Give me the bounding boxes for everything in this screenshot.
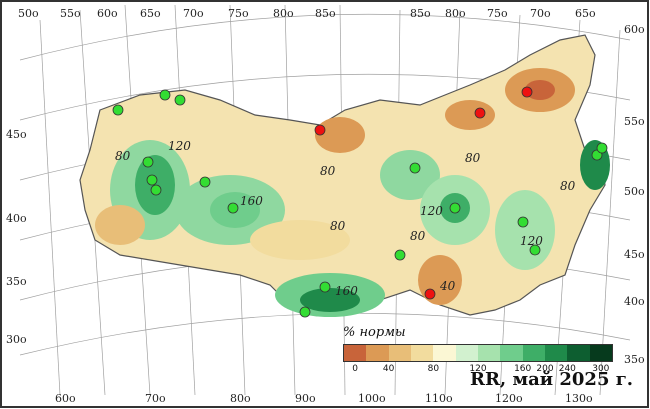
legend-swatch	[344, 345, 367, 361]
station-marker	[529, 244, 541, 256]
legend-tick-label: 0	[352, 364, 359, 374]
iso-label: 120	[420, 204, 443, 218]
isoline-labels: 80 120 160 80 80 120 80 160 80 40 120 80	[115, 139, 576, 298]
station-marker	[409, 162, 421, 174]
station-marker	[142, 156, 154, 168]
iso-label: 80	[115, 149, 131, 163]
lon-label: 85o	[410, 7, 431, 20]
lat-label: 40o	[6, 212, 27, 225]
legend-swatch	[544, 345, 568, 361]
lon-label: 120o	[495, 392, 523, 405]
iso-label: 160	[240, 194, 263, 208]
station-marker	[319, 281, 331, 293]
iso-label: 160	[335, 284, 358, 298]
station-marker	[517, 216, 529, 228]
latitude-labels-right: 60o 55o 50o 45o 40o 35o	[624, 23, 645, 366]
lat-label: 55o	[624, 115, 645, 128]
legend-tick-label: 80	[427, 364, 440, 374]
precipitation-fields	[95, 68, 610, 317]
station-marker	[159, 89, 171, 101]
lon-label: 70o	[183, 7, 204, 20]
lon-label: 100o	[358, 392, 386, 405]
stations	[112, 86, 608, 318]
legend-tick-label: 160	[514, 364, 532, 374]
iso-label: 120	[520, 234, 543, 248]
station-marker	[199, 176, 211, 188]
legend-tick-label: 40	[382, 364, 395, 374]
lon-label: 65o	[140, 7, 161, 20]
legend-colorbar	[343, 344, 613, 362]
iso-label: 80	[320, 164, 336, 178]
lon-label: 75o	[487, 7, 508, 20]
lon-label: 75o	[228, 7, 249, 20]
lon-label: 55o	[60, 7, 81, 20]
station-marker-red	[424, 288, 436, 300]
station-marker	[596, 142, 608, 154]
lon-label: 130o	[565, 392, 593, 405]
legend-swatch	[388, 345, 411, 361]
iso-label: 80	[330, 219, 346, 233]
legend-swatch	[589, 345, 612, 361]
lon-label: 80o	[273, 7, 294, 20]
lon-label: 60o	[97, 7, 118, 20]
lon-label: 90o	[295, 392, 316, 405]
legend-swatch	[500, 345, 523, 361]
lon-label: 65o	[575, 7, 596, 20]
map-caption: RR, май 2025 г.	[470, 369, 634, 390]
longitude-labels-bottom: 60o 70o 80o 90o 100o 110o 120o 130o	[55, 392, 593, 405]
legend-swatch	[366, 345, 389, 361]
iso-label: 80	[560, 179, 576, 193]
station-marker	[146, 174, 158, 186]
lat-label: 40o	[624, 295, 645, 308]
legend-swatch	[433, 345, 456, 361]
legend-swatch	[455, 345, 478, 361]
station-marker	[112, 104, 124, 116]
legend-title: % нормы	[343, 325, 406, 340]
lon-label: 85o	[315, 7, 336, 20]
legend-swatch	[410, 345, 434, 361]
lat-label: 45o	[6, 128, 27, 141]
station-marker	[150, 184, 162, 196]
legend-tick-label: 200	[536, 364, 554, 374]
iso-label: 40	[439, 279, 456, 293]
lon-label: 70o	[145, 392, 166, 405]
station-marker	[174, 94, 186, 106]
legend-swatch	[567, 345, 590, 361]
iso-label: 80	[410, 229, 426, 243]
legend-tick-label: 240	[558, 364, 576, 374]
station-marker	[227, 202, 239, 214]
station-marker-red	[474, 107, 486, 119]
lon-label: 110o	[425, 392, 453, 405]
station-marker-red	[314, 124, 326, 136]
latitude-labels-left: 45o 40o 35o 30o	[6, 128, 27, 346]
legend-swatch	[477, 345, 501, 361]
lon-label: 50o	[18, 7, 39, 20]
iso-label: 120	[168, 139, 191, 153]
lon-label: 60o	[55, 392, 76, 405]
lon-label: 80o	[445, 7, 466, 20]
longitude-labels-top: 50o 55o 60o 65o 70o 75o 80o 85o 85o 80o …	[18, 7, 596, 20]
lon-label: 80o	[230, 392, 251, 405]
lat-label: 60o	[624, 23, 645, 36]
lat-label: 35o	[624, 353, 645, 366]
lat-label: 45o	[624, 248, 645, 261]
legend-swatch	[522, 345, 545, 361]
station-marker	[394, 249, 406, 261]
station-marker	[449, 202, 461, 214]
legend-tick-label: 300	[592, 364, 610, 374]
lat-label: 30o	[6, 333, 27, 346]
lon-label: 70o	[530, 7, 551, 20]
iso-label: 80	[465, 151, 481, 165]
lat-label: 50o	[624, 185, 645, 198]
legend-tick-label: 120	[469, 364, 487, 374]
station-marker	[299, 306, 311, 318]
station-marker-red	[521, 86, 533, 98]
lat-label: 35o	[6, 275, 27, 288]
